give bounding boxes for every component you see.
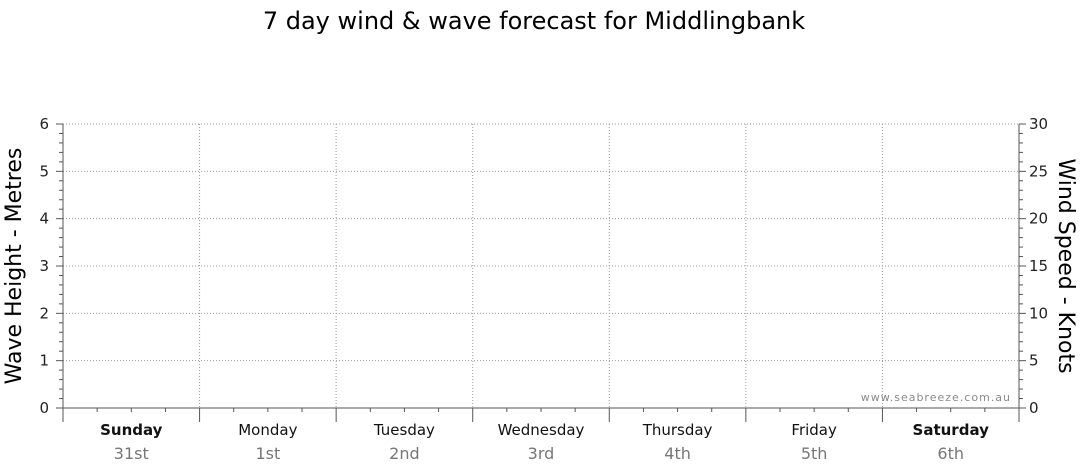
right-tick-label-3: 15 xyxy=(1029,257,1048,275)
watermark-text: www.seabreeze.com.au xyxy=(861,391,1011,404)
left-axis: 0 1 2 3 4 5 6 xyxy=(39,115,63,417)
day-labels: Sunday 31st Monday 1st Tuesday 2nd Wednesday 3r… xyxy=(100,421,989,463)
day-name-3: Wednesday xyxy=(498,421,585,439)
day-date-0: 31st xyxy=(114,444,149,463)
left-tick-label-4: 4 xyxy=(39,210,49,228)
right-tick-label-6: 30 xyxy=(1029,115,1048,133)
day-date-3: 3rd xyxy=(528,444,555,463)
right-tick-label-5: 25 xyxy=(1029,162,1048,180)
day-name-4: Thursday xyxy=(642,421,713,439)
left-tick-label-1: 1 xyxy=(39,352,49,370)
gridlines xyxy=(63,123,1019,408)
plot-frame xyxy=(62,124,1020,422)
left-tick-label-2: 2 xyxy=(39,304,49,322)
left-tick-label-6: 6 xyxy=(39,115,49,133)
day-date-4: 4th xyxy=(664,444,691,463)
day-name-5: Friday xyxy=(791,421,837,439)
day-date-1: 1st xyxy=(255,444,280,463)
left-tick-label-3: 3 xyxy=(39,257,49,275)
left-tick-label-5: 5 xyxy=(39,162,49,180)
day-date-5: 5th xyxy=(801,444,828,463)
left-axis-title: Wave Height - Metres xyxy=(2,148,27,385)
chart-title: 7 day wind & wave forecast for Middlingb… xyxy=(263,7,805,35)
right-tick-label-1: 5 xyxy=(1029,352,1039,370)
right-tick-label-2: 10 xyxy=(1029,304,1048,322)
right-tick-label-4: 20 xyxy=(1029,210,1048,228)
right-axis-title: Wind Speed - Knots xyxy=(1053,158,1078,373)
day-name-0: Sunday xyxy=(100,421,163,439)
right-axis: 0 5 10 15 20 25 30 xyxy=(1019,115,1048,417)
left-tick-label-0: 0 xyxy=(39,399,49,417)
day-name-1: Monday xyxy=(238,421,297,439)
day-name-6: Saturday xyxy=(913,421,990,439)
day-name-2: Tuesday xyxy=(373,421,435,439)
day-date-2: 2nd xyxy=(389,444,419,463)
day-date-6: 6th xyxy=(937,444,964,463)
right-tick-label-0: 0 xyxy=(1029,399,1039,417)
